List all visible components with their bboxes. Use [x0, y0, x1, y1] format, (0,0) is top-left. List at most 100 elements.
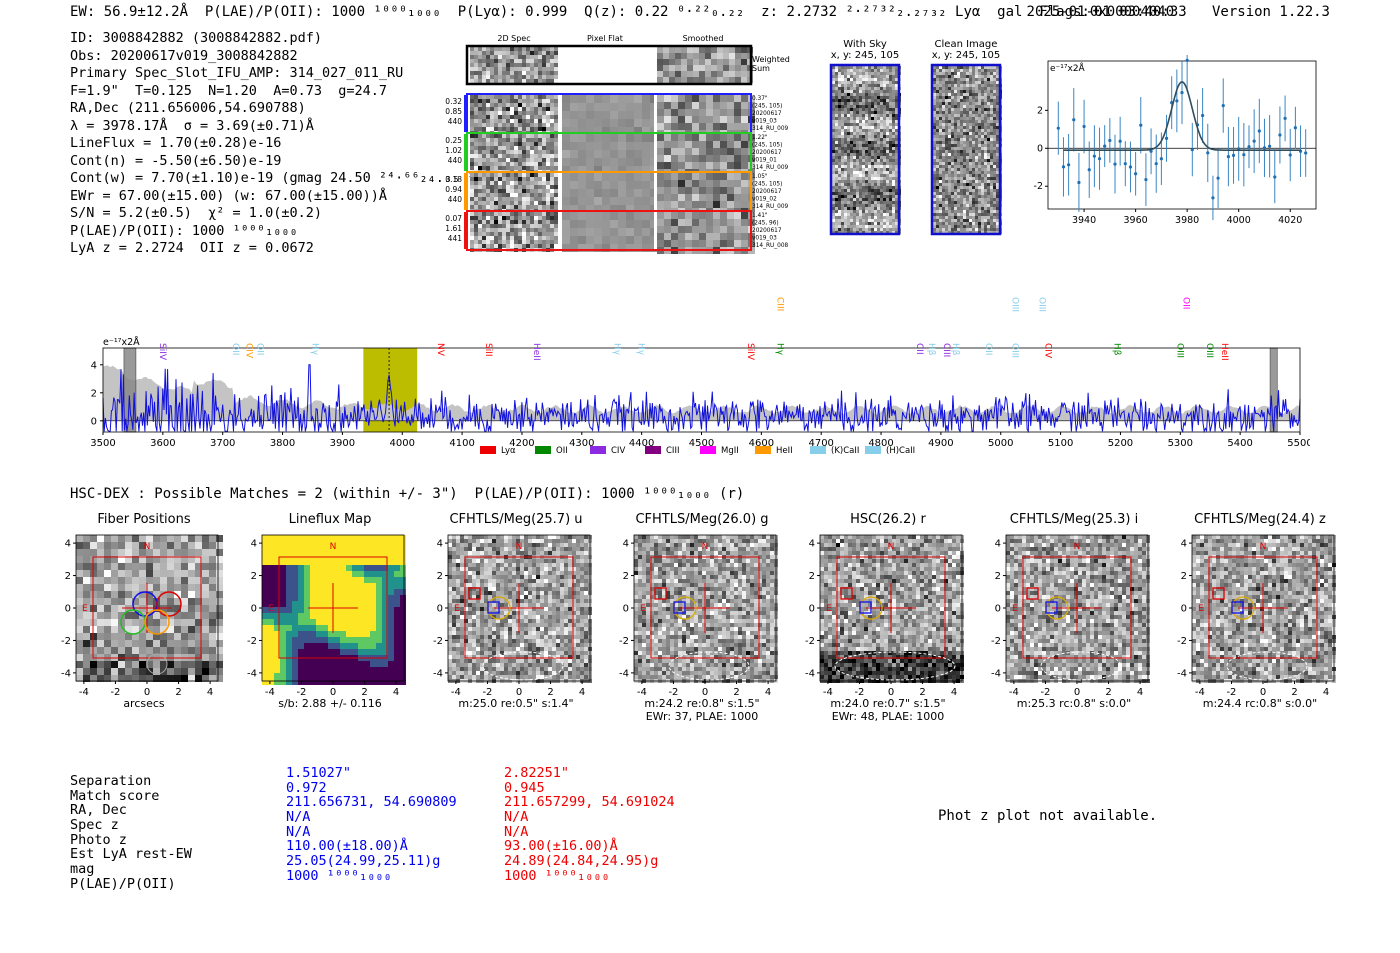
sky-pixel: [948, 111, 951, 114]
sky-pixel: [978, 72, 981, 75]
noise-pixel: [490, 205, 494, 209]
noise-pixel: [594, 103, 602, 111]
sky-pixel: [948, 90, 951, 93]
noise-pixel: [713, 233, 720, 240]
sky-pixel: [951, 165, 954, 168]
mini-point: [1067, 163, 1071, 167]
sky-pixel: [963, 183, 966, 186]
noise-pixel: [626, 205, 634, 213]
sky-pixel: [996, 141, 999, 144]
sky-pixel: [883, 108, 886, 111]
sky-pixel: [844, 81, 847, 84]
sky-pixel: [942, 81, 945, 84]
noise-pixel: [542, 63, 546, 67]
sky-pixel: [847, 222, 850, 225]
sky-pixel: [856, 69, 859, 72]
sky-pixel: [981, 222, 984, 225]
noise-pixel: [578, 166, 586, 174]
sky-pixel: [892, 81, 895, 84]
sky-pixel: [945, 96, 948, 99]
cutout-pixel: [209, 633, 216, 640]
noise-pixel: [586, 127, 594, 135]
sky-pixel: [871, 168, 874, 171]
noise-pixel: [498, 134, 502, 138]
noise-pixel: [522, 189, 526, 193]
sky-pixel: [850, 177, 853, 180]
sky-pixel: [978, 147, 981, 150]
noise-pixel: [692, 148, 699, 155]
sky-pixel: [948, 219, 951, 222]
noise-pixel: [546, 212, 550, 216]
sky-pixel: [859, 195, 862, 198]
sky-pixel: [886, 189, 889, 192]
row-gap: [654, 173, 657, 210]
sky-pixel: [957, 222, 960, 225]
cutout-pixel: [216, 549, 223, 556]
info-line: Cont(n) = -5.50(±6.50)e-19: [70, 152, 282, 169]
noise-pixel: [534, 240, 538, 244]
sky-pixel: [886, 111, 889, 114]
noise-pixel: [727, 233, 734, 240]
sky-pixel: [942, 144, 945, 147]
noise-pixel: [490, 107, 494, 111]
noise-pixel: [550, 134, 554, 138]
sky-pixel: [895, 192, 898, 195]
cutout-pixel: [153, 619, 160, 626]
sky-pixel: [939, 189, 942, 192]
sky-pixel: [895, 159, 898, 162]
noise-pixel: [534, 201, 538, 205]
sky-pixel: [859, 102, 862, 105]
noise-pixel: [474, 181, 478, 185]
sky-pixel: [945, 207, 948, 210]
sky-pixel: [847, 129, 850, 132]
sky-pixel: [850, 108, 853, 111]
noise-pixel: [486, 232, 490, 236]
sky-pixel: [972, 165, 975, 168]
noise-pixel: [602, 158, 610, 166]
sky-pixel: [996, 102, 999, 105]
noise-pixel: [530, 173, 534, 177]
noise-pixel: [692, 95, 699, 102]
noise-pixel: [470, 244, 474, 248]
sky-pixel: [990, 228, 993, 231]
sky-pixel: [883, 129, 886, 132]
cutout-pixel: [104, 549, 111, 556]
sky-pixel: [886, 192, 889, 195]
sky-pixel: [951, 99, 954, 102]
noise-pixel: [610, 244, 618, 252]
noise-pixel: [494, 224, 498, 228]
sky-pixel: [850, 117, 853, 120]
sky-pixel: [990, 81, 993, 84]
noise-pixel: [526, 193, 530, 197]
sky-pixel: [844, 210, 847, 213]
noise-pixel: [538, 232, 542, 236]
sky-pixel: [951, 198, 954, 201]
sky-pixel: [835, 159, 838, 162]
noise-pixel: [671, 155, 678, 162]
noise-pixel: [546, 95, 550, 99]
sky-pixel: [942, 126, 945, 129]
noise-pixel: [510, 228, 514, 232]
sky-pixel: [835, 201, 838, 204]
noise-pixel: [486, 189, 490, 193]
noise-pixel: [510, 173, 514, 177]
noise-pixel: [538, 59, 542, 63]
sky-pixel: [856, 120, 859, 123]
sky-pixel: [871, 114, 874, 117]
sky-pixel: [868, 195, 871, 198]
noise-pixel: [685, 194, 692, 201]
sky-pixel: [874, 141, 877, 144]
sky-pixel: [844, 150, 847, 153]
sky-pixel: [856, 165, 859, 168]
sky-pixel: [859, 168, 862, 171]
sky-pixel: [939, 84, 942, 87]
sky-pixel: [933, 177, 936, 180]
sky-pixel: [960, 81, 963, 84]
cutout-pixel: [160, 633, 167, 640]
sky-pixel: [841, 114, 844, 117]
sky-pixel: [847, 231, 850, 234]
fiber-row-meta: 1.41": [752, 213, 768, 219]
noise-pixel: [510, 146, 514, 150]
noise-pixel: [474, 75, 478, 79]
sky-pixel: [957, 120, 960, 123]
